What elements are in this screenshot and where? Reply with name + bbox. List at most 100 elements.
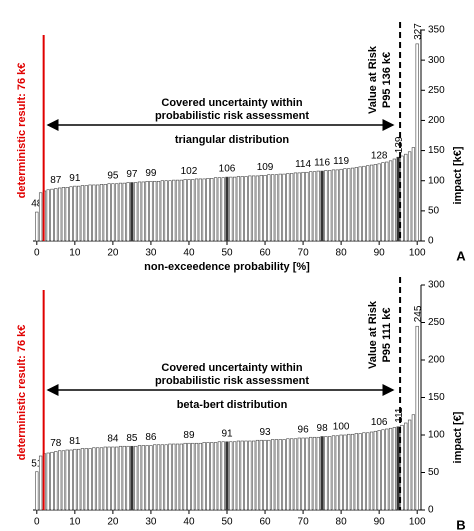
x-tick-label: 80 xyxy=(336,248,348,259)
data-label: 91 xyxy=(221,428,233,439)
data-label: 245 xyxy=(413,305,424,322)
bar xyxy=(309,436,313,511)
bar xyxy=(198,442,203,511)
bar xyxy=(282,173,286,242)
bar xyxy=(278,439,282,511)
bar xyxy=(111,446,115,511)
bar xyxy=(141,445,145,511)
bar xyxy=(99,447,104,511)
data-label: 91 xyxy=(69,173,81,184)
y-tick-label: 250 xyxy=(428,85,445,96)
bar xyxy=(229,441,233,511)
x-tick-label: 100 xyxy=(409,248,426,259)
bar xyxy=(179,179,183,242)
bar xyxy=(145,181,149,242)
y-tick-label: 100 xyxy=(428,175,445,186)
x-tick-label: 40 xyxy=(183,248,195,259)
data-label: 51 xyxy=(31,458,43,469)
bar xyxy=(122,182,126,242)
bar xyxy=(73,185,77,242)
y-tick-label: 50 xyxy=(428,205,440,216)
bar xyxy=(381,162,385,242)
bar xyxy=(290,438,294,511)
bar xyxy=(232,441,237,511)
bar xyxy=(118,445,123,511)
bar xyxy=(77,448,81,511)
bar xyxy=(153,444,157,511)
bar xyxy=(217,441,222,511)
bar xyxy=(381,429,385,511)
distribution-label: beta-bert distribution xyxy=(177,399,288,411)
bar xyxy=(210,442,214,511)
bar xyxy=(122,445,126,511)
x-tick-label: 80 xyxy=(336,517,348,528)
bar xyxy=(248,440,252,511)
bar xyxy=(415,43,419,242)
x-axis-title: non-exceedence probability [%] xyxy=(144,530,310,531)
bar xyxy=(183,442,187,511)
bar xyxy=(194,178,199,242)
y-axis-title: impact [k€] xyxy=(452,146,464,204)
bar xyxy=(232,176,237,242)
bar xyxy=(339,168,343,242)
bar xyxy=(202,178,206,242)
bar xyxy=(225,176,229,242)
x-tick-label: 70 xyxy=(298,517,310,528)
bar xyxy=(244,440,248,511)
bar xyxy=(149,445,153,511)
coverage-text: Covered uncertainty within xyxy=(161,97,302,109)
bar xyxy=(354,433,358,511)
x-tick-label: 70 xyxy=(298,248,310,259)
bar xyxy=(350,433,355,511)
bar xyxy=(217,177,222,242)
bar xyxy=(65,449,69,511)
bar xyxy=(286,438,290,511)
data-label: 85 xyxy=(126,433,138,444)
data-label: 106 xyxy=(219,164,236,175)
bar xyxy=(369,431,374,511)
bar xyxy=(377,163,381,242)
bar xyxy=(305,171,309,242)
bar xyxy=(362,165,366,242)
bar xyxy=(54,451,58,511)
bar xyxy=(335,169,339,242)
var-label: P95 111 k€ xyxy=(381,307,393,362)
bar xyxy=(385,428,389,511)
bar xyxy=(293,438,298,511)
x-tick-label: 10 xyxy=(69,248,81,259)
bar xyxy=(202,442,206,511)
bar xyxy=(160,180,164,242)
bar xyxy=(50,188,54,242)
bar xyxy=(183,179,187,242)
deterministic-label: deterministic result: 76 k€ xyxy=(16,63,28,199)
bar xyxy=(118,182,123,242)
x-tick-label: 50 xyxy=(221,517,233,528)
bar xyxy=(411,414,416,511)
bar xyxy=(187,179,191,242)
bar xyxy=(293,172,298,242)
bar xyxy=(328,436,332,511)
bar xyxy=(263,439,267,511)
bar xyxy=(297,172,301,242)
bar xyxy=(92,184,96,242)
bar xyxy=(175,443,180,511)
bar xyxy=(255,439,260,511)
bar xyxy=(388,160,393,242)
y-axis-title: impact [€] xyxy=(452,411,464,463)
bar xyxy=(57,450,62,511)
bar xyxy=(111,183,115,242)
bar xyxy=(38,192,43,242)
bar xyxy=(324,170,328,242)
bar xyxy=(331,435,336,511)
data-label: 48 xyxy=(31,199,43,210)
data-label: 98 xyxy=(317,423,329,434)
bar xyxy=(61,187,66,242)
bar xyxy=(80,448,85,511)
bar xyxy=(145,445,149,511)
y-tick-label: 300 xyxy=(428,280,445,291)
data-label: 106 xyxy=(371,417,388,428)
bar xyxy=(175,179,180,242)
bar xyxy=(130,445,134,511)
bar xyxy=(35,211,39,242)
bar xyxy=(149,181,153,242)
